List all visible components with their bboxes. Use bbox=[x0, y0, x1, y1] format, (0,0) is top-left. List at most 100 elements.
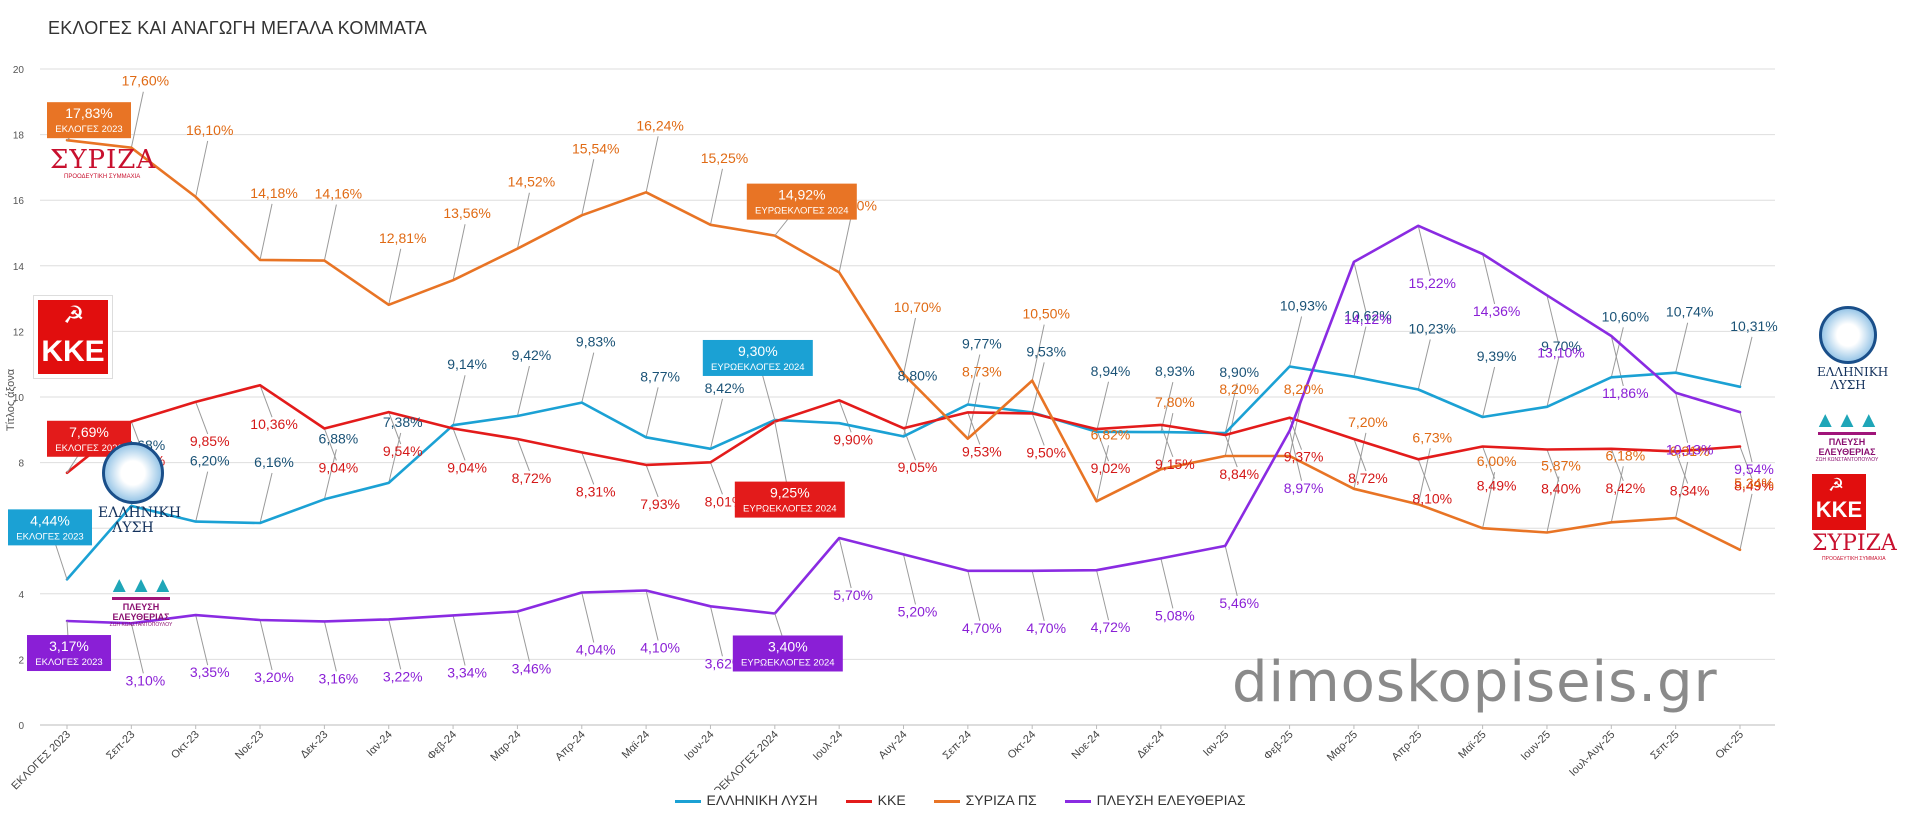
y-tick-label: 2 bbox=[18, 655, 24, 666]
x-tick-label: Οκτ-23 bbox=[169, 729, 202, 762]
data-label: 8,34% bbox=[1670, 482, 1710, 498]
leader-line bbox=[709, 606, 723, 657]
data-label: 8,72% bbox=[512, 470, 552, 486]
x-tick-label: Απρ-25 bbox=[1390, 729, 1425, 764]
leader-line bbox=[967, 354, 981, 405]
data-label: 9,90% bbox=[833, 431, 873, 447]
data-label: 8,49% bbox=[1477, 478, 1517, 494]
data-label: 9,70% bbox=[1541, 338, 1581, 354]
data-label: 6,16% bbox=[254, 454, 294, 470]
x-tick-label: Απρ-24 bbox=[553, 729, 588, 764]
x-tick-label: Δεκ-23 bbox=[298, 729, 330, 761]
data-label: 15,54% bbox=[572, 140, 619, 156]
hammer-sickle-icon: ☭ bbox=[1828, 475, 1845, 495]
callout-subtitle: ΕΚΛΟΓΕΣ 2023 bbox=[16, 531, 83, 542]
data-label: 7,20% bbox=[1348, 414, 1388, 430]
legend-item: ΚΚΕ bbox=[845, 792, 906, 808]
line-chart: 02468101214161820 Τίτλος άξονα ΕΚΛΟΓΕΣ 2… bbox=[5, 65, 1778, 790]
x-tick-label: Ιουλ-Αυγ-25 bbox=[1567, 729, 1617, 779]
callout-rect bbox=[27, 635, 111, 672]
leader-line bbox=[1224, 434, 1238, 468]
callout-box: 3,17% ΕΚΛΟΓΕΣ 2023 bbox=[27, 620, 111, 672]
data-label: 13,56% bbox=[443, 205, 490, 221]
callout-value: 14,92% bbox=[778, 187, 825, 203]
x-tick-label: ΕΚΛΟΓΕΣ 2023 bbox=[9, 729, 73, 790]
callout-value: 9,30% bbox=[738, 343, 778, 359]
leader-line bbox=[581, 159, 595, 216]
series-line bbox=[65, 383, 1742, 475]
callout-value: 3,17% bbox=[49, 638, 89, 654]
leader-line bbox=[1031, 324, 1045, 381]
leader-line bbox=[1289, 316, 1303, 367]
leader-line bbox=[1417, 339, 1431, 390]
leader-line bbox=[1482, 446, 1496, 479]
data-label: 7,80% bbox=[1155, 394, 1195, 410]
callout-subtitle: ΕΚΛΟΓΕΣ 2023 bbox=[35, 657, 102, 668]
leader-line bbox=[516, 365, 530, 417]
y-tick-label: 8 bbox=[18, 459, 24, 470]
x-tick-label: Μαϊ-25 bbox=[1456, 729, 1488, 761]
hammer-sickle-icon: ☭ bbox=[63, 302, 85, 329]
legend-swatch bbox=[845, 799, 872, 803]
leader-line bbox=[1739, 493, 1753, 550]
x-tick-label: Φεβ-24 bbox=[425, 729, 459, 763]
x-tick-label: Ιαν-25 bbox=[1201, 729, 1231, 759]
leader-line bbox=[1096, 381, 1110, 432]
leader-line bbox=[1096, 570, 1110, 621]
data-label: 3,20% bbox=[254, 669, 294, 685]
callout-box: 3,40% ΕΥΡΩΕΚΛΟΓΕΣ 2024 bbox=[732, 613, 843, 672]
callout-box: 14,92% ΕΥΡΩΕΚΛΟΓΕΣ 2024 bbox=[746, 183, 857, 236]
leader-line bbox=[195, 401, 209, 435]
callout-box: 17,83% ΕΚΛΟΓΕΣ 2023 bbox=[47, 102, 131, 141]
data-label: 4,70% bbox=[1026, 620, 1066, 636]
leader-line bbox=[1675, 392, 1689, 443]
leader-line bbox=[709, 398, 723, 449]
data-label: 8,20% bbox=[1284, 381, 1324, 397]
leader-line bbox=[967, 382, 981, 439]
leader-line bbox=[516, 438, 530, 472]
legend-label: ΚΚΕ bbox=[877, 792, 906, 808]
data-label: 8,77% bbox=[640, 368, 680, 384]
leader-line bbox=[1546, 476, 1560, 533]
callout-subtitle: ΕΥΡΩΕΚΛΟΓΕΣ 2024 bbox=[743, 504, 837, 515]
data-label: 8,31% bbox=[576, 483, 616, 499]
leader-line bbox=[259, 385, 273, 418]
leader-line bbox=[388, 619, 402, 670]
y-axis-label: Τίτλος άξονα bbox=[5, 368, 17, 431]
x-tick-label: Ιαν-24 bbox=[365, 729, 395, 759]
callout-subtitle: ΕΥΡΩΕΚΛΟΓΕΣ 2024 bbox=[755, 206, 849, 217]
x-tick-label: Δεκ-24 bbox=[1135, 729, 1167, 761]
leader-line bbox=[1289, 417, 1303, 450]
data-label: 5,08% bbox=[1155, 607, 1195, 623]
data-label: 9,54% bbox=[383, 443, 423, 459]
data-label: 14,12% bbox=[1344, 311, 1391, 327]
leader-line bbox=[645, 590, 659, 641]
leader-line bbox=[645, 136, 659, 193]
data-label: 4,72% bbox=[1091, 619, 1131, 635]
data-label: 6,18% bbox=[1605, 447, 1645, 463]
data-label: 3,46% bbox=[512, 661, 552, 677]
data-label: 14,16% bbox=[315, 186, 362, 202]
data-label: 8,42% bbox=[705, 380, 745, 396]
leader-line bbox=[130, 91, 144, 148]
legend-swatch bbox=[1064, 799, 1091, 803]
chart-title: ΕΚΛΟΓΕΣ ΚΑΙ ΑΝΑΓΩΓΗ ΜΕΓΑΛΑ ΚΟΜΜΑΤΑ bbox=[48, 18, 427, 38]
data-label: 5,70% bbox=[833, 587, 873, 603]
y-tick-label: 12 bbox=[13, 327, 25, 338]
kke-logo-right: ☭ ΚΚΕ bbox=[1812, 474, 1866, 530]
leader-line bbox=[1289, 430, 1303, 481]
leader-line bbox=[1160, 413, 1174, 470]
x-tick-label: Οκτ-24 bbox=[1006, 729, 1039, 762]
y-tick-label: 16 bbox=[13, 196, 25, 207]
data-label: 15,25% bbox=[701, 150, 748, 166]
data-label: 6,31% bbox=[1670, 443, 1710, 459]
x-tick-label: Σεπ-25 bbox=[1648, 729, 1681, 762]
leader-line bbox=[1031, 570, 1045, 621]
x-tick-label: Αυγ-24 bbox=[877, 729, 910, 762]
callout-rect bbox=[732, 635, 843, 672]
series-lines bbox=[65, 138, 1742, 625]
leader-line bbox=[516, 192, 530, 249]
syriza-logo-top: ΣΥΡΙΖΑ ΠΡΟΟΔΕΥΤΙΚΗ ΣΥΜΜΑΧΙΑ bbox=[50, 145, 157, 180]
data-label: 6,73% bbox=[1412, 429, 1452, 445]
callout-value: 7,69% bbox=[69, 424, 109, 440]
